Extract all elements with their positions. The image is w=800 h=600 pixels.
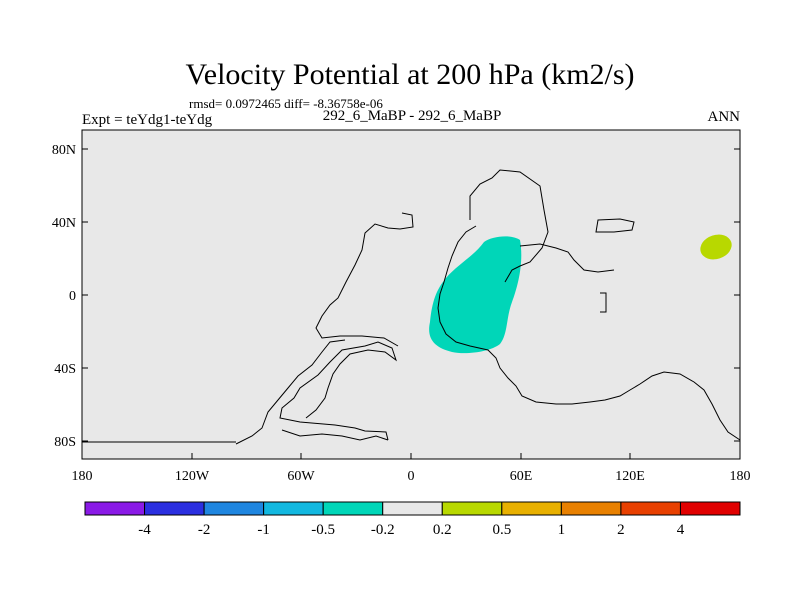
colorbar-label: 4 xyxy=(677,522,685,538)
colorbar-swatch xyxy=(144,501,205,516)
experiment-label: Expt = teYdg1-teYdg xyxy=(82,112,213,128)
colorbar-swatch xyxy=(263,501,324,516)
x-tick-label-180w: 180 xyxy=(72,469,93,484)
colorbar-label: -4 xyxy=(138,522,151,538)
colorbar-label: 0.2 xyxy=(433,522,452,538)
colorbar-label: -0.5 xyxy=(311,522,335,538)
colorbar: -4 -2 -1 -0.5 -0.2 0.2 0.5 1 2 4 xyxy=(84,501,741,538)
colorbar-swatch xyxy=(560,501,622,516)
case-label: 292_6_MaBP - 292_6_MaBP xyxy=(323,108,502,124)
colorbar-swatch xyxy=(620,501,681,516)
x-tick-label-120w: 120W xyxy=(175,469,210,484)
y-tick-label-80n: 80N xyxy=(52,143,76,158)
x-tick-label-0: 0 xyxy=(408,469,415,484)
coastlines xyxy=(82,169,741,445)
colorbar-label: -1 xyxy=(257,522,270,538)
x-axis-ticks xyxy=(81,453,741,459)
y-tick-label-80s: 80S xyxy=(54,435,76,450)
colorbar-swatch xyxy=(322,501,384,516)
colorbar-swatch xyxy=(501,501,562,516)
y-axis-ticks xyxy=(82,148,740,442)
negative-anomaly-region xyxy=(429,236,522,354)
y-tick-label-40n: 40N xyxy=(52,216,76,231)
map-ocean-background xyxy=(82,130,740,459)
x-tick-label-60w: 60W xyxy=(287,469,315,484)
colorbar-swatch xyxy=(441,501,503,516)
colorbar-label: -2 xyxy=(198,522,211,538)
x-tick-label-180e: 180 xyxy=(730,469,751,484)
x-tick-label-120e: 120E xyxy=(615,469,645,484)
colorbar-label: 1 xyxy=(558,522,566,538)
y-tick-label-0: 0 xyxy=(69,289,76,304)
y-tick-label-40s: 40S xyxy=(54,362,76,377)
colorbar-label: 2 xyxy=(617,522,625,538)
x-tick-label-60e: 60E xyxy=(510,469,533,484)
colorbar-swatch xyxy=(84,501,146,516)
plot-title: Velocity Potential at 200 hPa (km2/s) xyxy=(185,58,634,91)
colorbar-swatch xyxy=(382,501,443,516)
season-label: ANN xyxy=(708,109,741,125)
stats-label: rmsd= 0.0972465 diff= -8.36758e-06 xyxy=(189,96,383,111)
colorbar-label: -0.2 xyxy=(371,522,395,538)
positive-anomaly-region xyxy=(700,234,732,260)
colorbar-label: 0.5 xyxy=(492,522,511,538)
colorbar-swatch xyxy=(679,501,741,516)
colorbar-swatch xyxy=(203,501,265,516)
